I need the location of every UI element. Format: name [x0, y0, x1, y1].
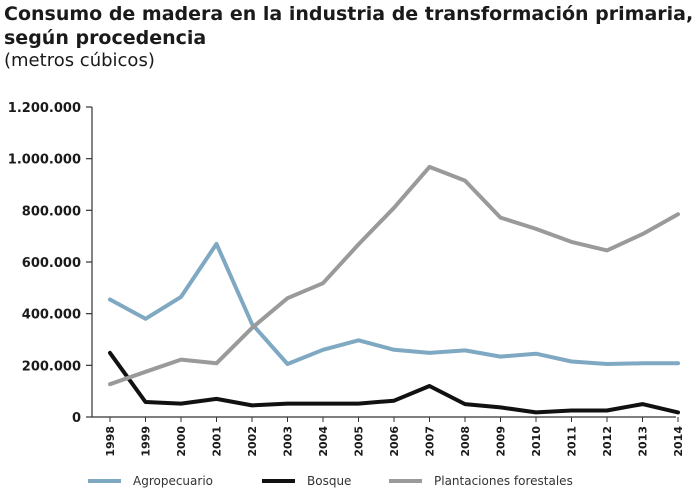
x-tick-label: 2008: [459, 426, 472, 457]
y-tick-label: 200.000: [22, 359, 81, 374]
x-tick-label: 2013: [637, 426, 650, 457]
x-axis: 1998 1999 2000 2001 2002 2003 2004 2005 2006 2007…: [92, 416, 685, 457]
y-tick-label: 600.000: [22, 256, 81, 271]
y-tick-label: 1.200.000: [8, 101, 81, 116]
y-tick-label: 400.000: [22, 308, 81, 323]
x-tick-label: 1998: [104, 426, 117, 457]
x-tick-label: 2002: [246, 426, 259, 457]
series-line-bosque: [108, 350, 680, 415]
x-tick-label: 2003: [282, 426, 295, 457]
x-tick-label: 2005: [353, 426, 366, 457]
legend: Agropecuario Bosque Plantaciones forestale…: [88, 474, 573, 488]
x-tick-label: 2001: [211, 426, 224, 457]
x-tick-label: 2012: [601, 426, 614, 457]
chart-subtitle: (metros cúbicos): [4, 50, 155, 71]
x-tick-label: 2000: [175, 426, 188, 457]
legend-label: Agropecuario: [133, 474, 213, 488]
x-tick-label: 2004: [317, 426, 330, 457]
series-line-agropecuario: [108, 241, 680, 366]
y-axis: 0 200.000 400.000 600.000 800.000 1.000.000 1.…: [8, 101, 93, 426]
legend-label: Bosque: [307, 474, 351, 488]
y-tick-label: 1.000.000: [8, 153, 81, 168]
legend-label: Plantaciones forestales: [434, 474, 573, 488]
x-tick-label: 1999: [140, 426, 153, 457]
x-tick-label: 2006: [388, 426, 401, 457]
x-tick-label: 2009: [495, 426, 508, 457]
y-tick-label: 0: [72, 411, 81, 426]
series-line-plantaciones-forestales: [108, 164, 680, 387]
x-tick-label: 2014: [672, 426, 685, 457]
x-tick-label: 2007: [424, 426, 437, 457]
y-tick-label: 800.000: [22, 204, 81, 219]
chart-title: Consumo de madera en la industria de tra…: [4, 3, 694, 49]
series-layer: [108, 164, 680, 415]
x-tick-label: 2011: [566, 426, 579, 457]
x-tick-label: 2010: [530, 426, 543, 457]
